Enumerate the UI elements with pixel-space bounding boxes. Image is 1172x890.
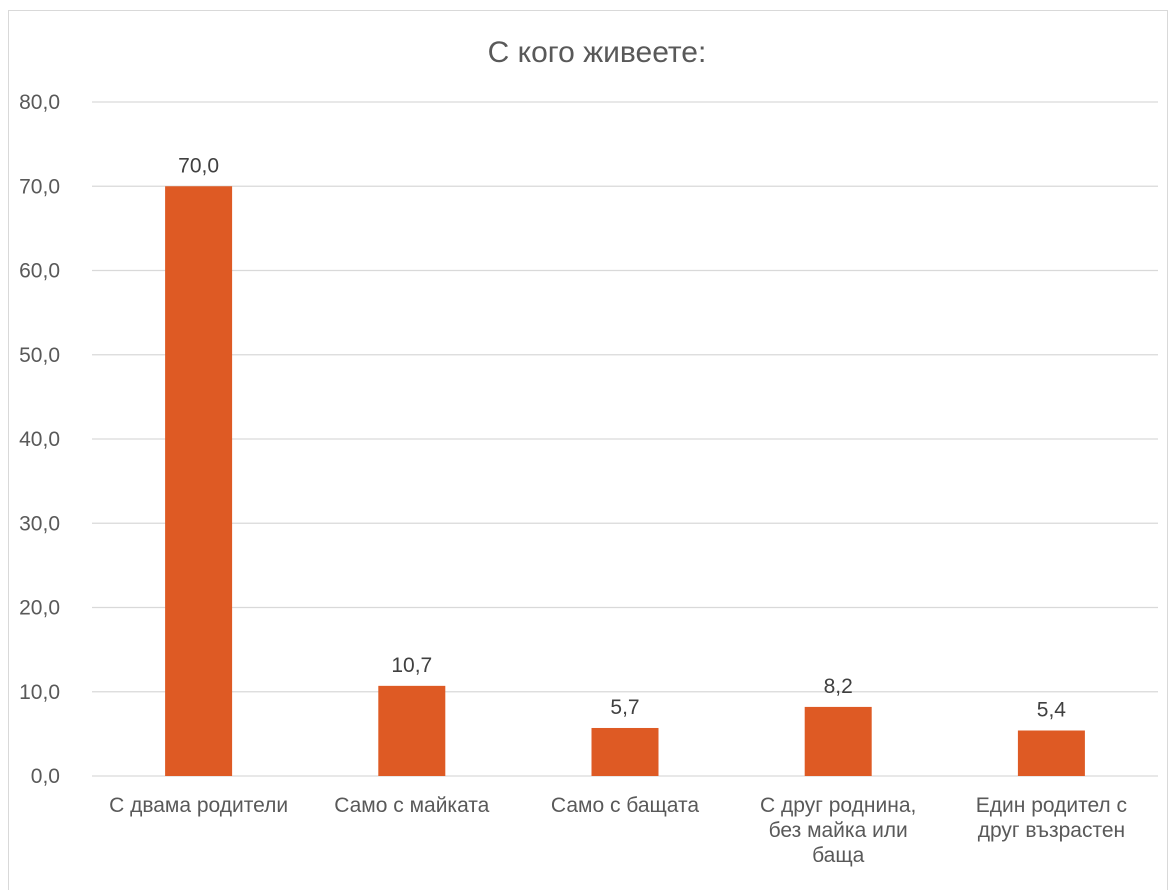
y-tick-label: 60,0 (19, 260, 60, 283)
y-tick-label: 70,0 (19, 175, 60, 198)
x-category-label-line: баща (812, 844, 865, 867)
x-category-label: С друг роднина, без майка или баща (760, 794, 916, 867)
y-tick-label: 50,0 (19, 344, 60, 367)
x-category-label: Само с бащата (551, 794, 699, 817)
x-category-label-line: С двама родители (109, 794, 288, 817)
y-axis-tick-labels: 0,0 10,0 20,0 30,0 40,0 50,0 60,0 70,0 80,0 (19, 91, 60, 788)
bar (1017, 730, 1085, 776)
y-tick-label: 0,0 (31, 765, 60, 788)
chart-title: С кого живеете: (488, 36, 707, 69)
data-labels: 70,0 10,7 5,7 8,2 5,4 (178, 154, 1066, 721)
data-label: 8,2 (824, 675, 853, 698)
bar (165, 186, 233, 776)
x-axis-category-labels: С двама родители Само с майката Само с бащ… (109, 794, 1127, 867)
x-category-label: Само с майката (334, 794, 489, 817)
bar (804, 706, 872, 776)
bar (378, 685, 446, 776)
x-category-label-line: Само с майката (334, 794, 489, 817)
x-category-label: Един родител с друг възрастен (976, 794, 1127, 842)
y-tick-label: 80,0 (19, 91, 60, 114)
x-category-label: С двама родители (109, 794, 288, 817)
data-label: 5,4 (1037, 699, 1067, 722)
y-tick-label: 20,0 (19, 597, 60, 620)
data-label: 5,7 (610, 696, 639, 719)
bar (591, 727, 659, 776)
bars (165, 186, 1085, 776)
gridlines (92, 101, 1158, 777)
x-category-label-line: Един родител с (976, 794, 1127, 817)
x-category-label-line: С друг роднина, (760, 794, 916, 817)
data-label: 10,7 (391, 654, 432, 677)
y-tick-label: 40,0 (19, 428, 60, 451)
x-category-label-line: друг възрастен (978, 819, 1125, 842)
y-tick-label: 30,0 (19, 512, 60, 535)
data-label: 70,0 (178, 154, 219, 177)
x-category-label-line: без майка или (769, 819, 908, 842)
y-tick-label: 10,0 (19, 681, 60, 704)
x-category-label-line: Само с бащата (551, 794, 699, 817)
